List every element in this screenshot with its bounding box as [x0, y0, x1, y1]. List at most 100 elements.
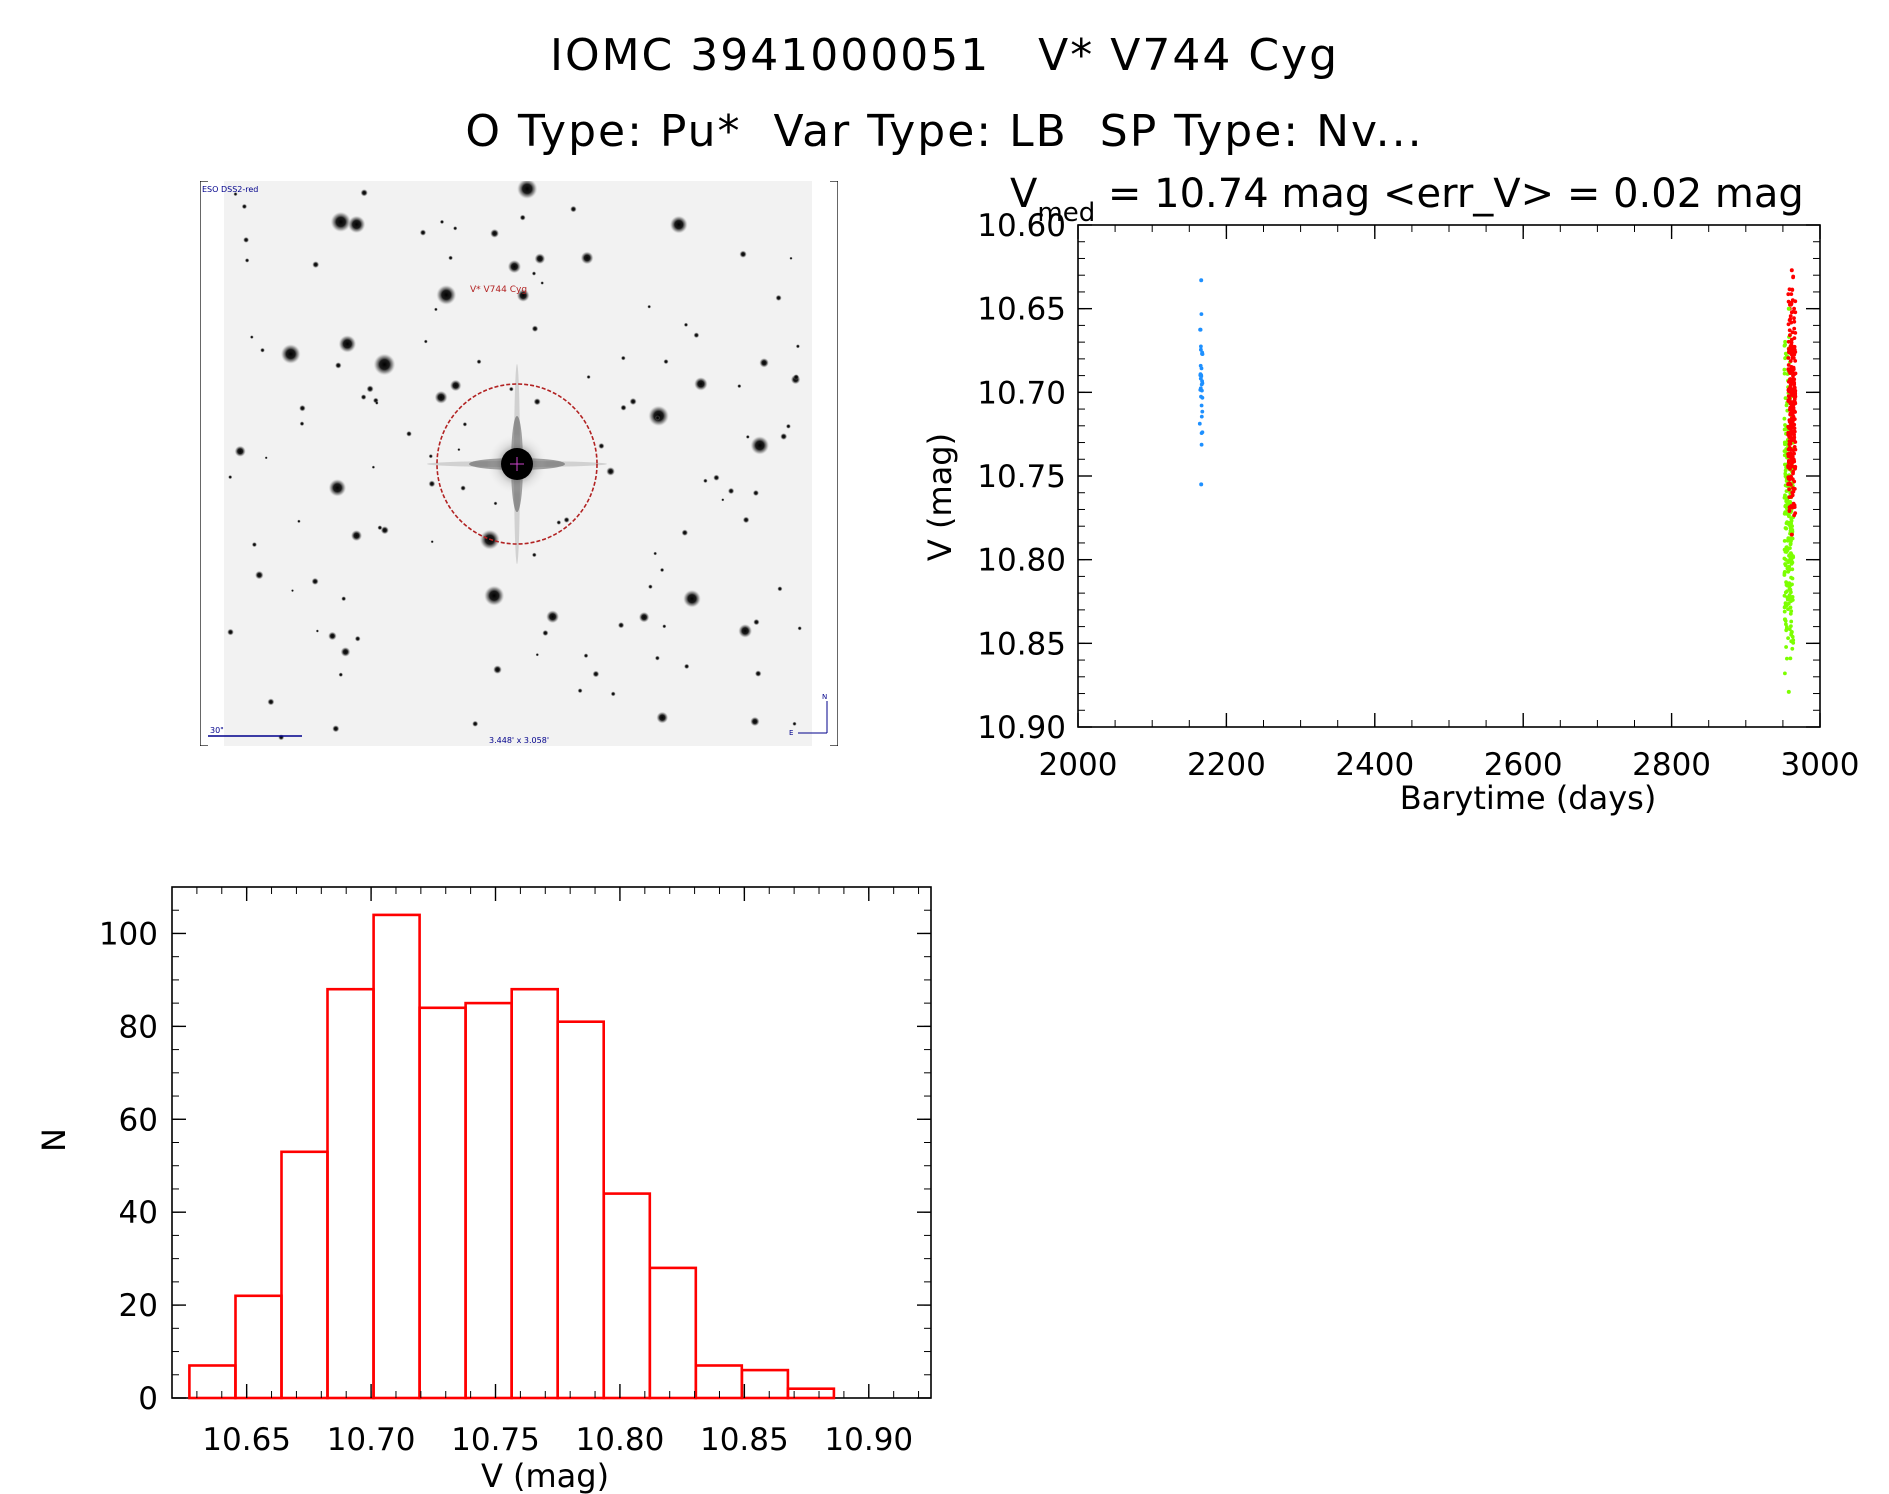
- light-curve-point: [1793, 511, 1798, 515]
- fov-label: 3.448' x 3.058': [489, 736, 549, 745]
- field-star: [516, 289, 530, 302]
- light-curve-point: [1789, 619, 1794, 624]
- light-curve-point: [1782, 593, 1787, 598]
- field-star: [745, 434, 750, 439]
- light-curve-point: [1790, 310, 1795, 314]
- histogram-bar: [786, 1387, 836, 1400]
- field-star: [280, 344, 301, 364]
- histogram-x-tick-label: 10.80: [576, 1422, 665, 1458]
- field-star: [535, 653, 539, 657]
- light-curve-title-rest: = 10.74 mag <err_V> = 0.02 mag: [1095, 171, 1804, 217]
- light-curve-point: [1792, 432, 1796, 437]
- light-curve-x-label: Barytime (days): [1400, 779, 1657, 817]
- light-curve-x-tick-label: 2400: [1335, 747, 1414, 783]
- field-star: [742, 516, 750, 524]
- light-curve-point: [1792, 487, 1797, 491]
- light-curve-point: [1787, 389, 1791, 394]
- field-star: [540, 281, 544, 285]
- field-star: [694, 377, 708, 391]
- light-curve-point: [1787, 495, 1792, 500]
- field-star: [754, 670, 762, 677]
- field-star: [299, 404, 306, 412]
- light-curve-title: Vmed = 10.74 mag <err_V> = 0.02 mag: [1010, 171, 1804, 228]
- light-curve-point: [1786, 339, 1791, 344]
- light-curve-point: [1784, 628, 1789, 633]
- light-curve-point: [1790, 524, 1794, 528]
- chart-title-line1: IOMC 3941000051 V* V744 Cyg: [549, 30, 1340, 81]
- light-curve-point: [1199, 414, 1204, 419]
- histogram-x-label: V (mag): [481, 1457, 609, 1494]
- field-star: [681, 529, 689, 536]
- light-curve-point: [1788, 435, 1793, 440]
- field-star: [439, 219, 445, 225]
- light-curve-point: [1782, 573, 1787, 577]
- light-curve-y-tick-label: 10.85: [977, 626, 1066, 662]
- light-curve-point: [1789, 292, 1794, 296]
- light-curve-x-tick-label: 2600: [1484, 747, 1563, 783]
- light-curve-point: [1783, 339, 1787, 344]
- field-star: [360, 394, 367, 400]
- light-curve-point: [1791, 409, 1796, 413]
- light-curve-plot: Vmed = 10.74 mag <err_V> = 0.02 mag 2000…: [921, 171, 1859, 817]
- light-curve-point: [1790, 567, 1795, 572]
- field-star: [610, 691, 616, 697]
- light-curve-point: [1789, 639, 1794, 644]
- field-star: [484, 585, 505, 606]
- light-curve-point: [1783, 526, 1788, 530]
- field-star: [373, 353, 396, 376]
- light-curve-point: [1786, 513, 1791, 517]
- field-star: [577, 688, 583, 694]
- light-curve-y-tick-label: 10.70: [977, 375, 1066, 411]
- light-curve-point: [1199, 312, 1204, 316]
- field-star: [366, 385, 374, 393]
- light-curve-point: [1791, 403, 1796, 407]
- light-curve-point: [1791, 391, 1795, 395]
- light-curve-point: [1792, 326, 1797, 331]
- light-curve-point: [1199, 403, 1204, 408]
- field-star: [462, 422, 468, 427]
- light-curve-point: [1199, 442, 1204, 447]
- light-curve-point: [1791, 554, 1795, 559]
- field-star: [531, 271, 537, 276]
- field-star: [419, 229, 427, 236]
- light-curve-point: [1198, 363, 1203, 368]
- field-star: [264, 456, 268, 460]
- light-curve-point: [1788, 552, 1793, 556]
- light-curve-point: [1790, 298, 1795, 302]
- light-curve-point: [1783, 471, 1788, 476]
- field-star: [653, 551, 658, 556]
- light-curve-y-tick-label: 10.60: [977, 208, 1066, 244]
- light-curve-y-tick-label: 10.75: [977, 459, 1066, 495]
- histogram-bar: [694, 1364, 744, 1400]
- field-star: [508, 386, 514, 392]
- histogram-y-tick-label: 60: [119, 1102, 158, 1138]
- light-curve-point: [1788, 333, 1792, 338]
- field-star: [777, 586, 783, 592]
- light-curve-point: [1793, 447, 1798, 452]
- light-curve-point: [1792, 380, 1797, 385]
- histogram-bar: [464, 1001, 513, 1400]
- aperture-circle: [436, 383, 598, 545]
- light-curve-point: [1783, 351, 1788, 356]
- field-star: [785, 423, 791, 429]
- chart-title-line2: O Type: Pu* Var Type: LB SP Type: Nv...: [465, 106, 1424, 157]
- light-curve-point: [1792, 426, 1797, 431]
- light-curve-point: [1782, 539, 1787, 543]
- field-star: [249, 335, 254, 339]
- field-star: [739, 250, 747, 258]
- field-star: [297, 519, 301, 524]
- field-star: [312, 261, 320, 269]
- field-star: [586, 374, 591, 380]
- light-curve-point: [1786, 536, 1791, 540]
- histogram-axes-frame: [171, 886, 932, 1399]
- field-star: [517, 181, 538, 199]
- light-curve-point: [1789, 624, 1793, 628]
- field-star: [703, 478, 708, 484]
- light-curve-x-tick-label: 3000: [1781, 747, 1860, 783]
- field-star: [267, 698, 275, 706]
- light-curve-x-tick-label: 2200: [1187, 747, 1266, 783]
- histogram-plot: 10.65 10.70 10.75 10.80 10.85 10.90 0 20 40 60 80 1…: [35, 886, 932, 1494]
- light-curve-point: [1786, 399, 1791, 403]
- light-curve-point: [1790, 288, 1795, 292]
- histogram-x-tick-label: 10.90: [824, 1422, 913, 1458]
